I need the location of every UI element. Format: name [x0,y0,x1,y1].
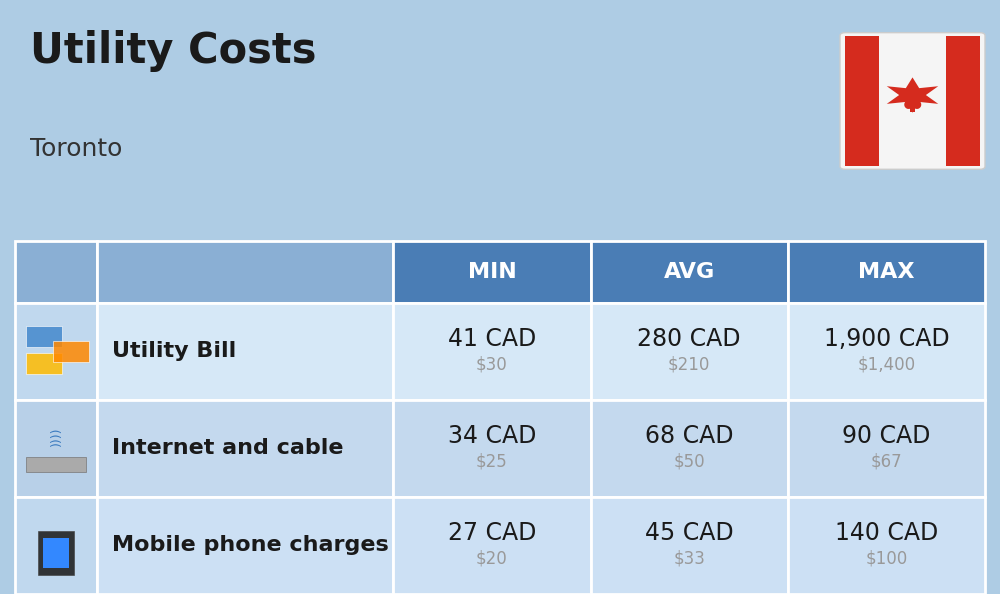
Bar [788,497,985,594]
Text: $30: $30 [476,355,508,373]
Text: $50: $50 [673,452,705,470]
Text: Toronto: Toronto [30,137,122,160]
Text: Utility Bill: Utility Bill [112,342,237,362]
FancyBboxPatch shape [946,36,980,166]
Bar [591,241,788,303]
Bar [97,400,393,497]
Text: 45 CAD: 45 CAD [645,521,733,545]
Text: 1,900 CAD: 1,900 CAD [824,327,949,351]
Bar [393,400,591,497]
Bar [393,303,591,400]
FancyBboxPatch shape [840,33,985,169]
Polygon shape [887,77,938,113]
Text: 68 CAD: 68 CAD [645,424,733,448]
Text: $20: $20 [476,549,508,567]
Bar [15,400,97,497]
Bar [591,303,788,400]
Text: 27 CAD: 27 CAD [448,521,536,545]
FancyBboxPatch shape [845,36,879,166]
Bar [97,303,393,400]
Text: Mobile phone charges: Mobile phone charges [112,535,389,555]
Text: 41 CAD: 41 CAD [448,327,536,351]
Text: 280 CAD: 280 CAD [637,327,741,351]
Bar [393,241,591,303]
Bar [97,241,393,303]
Text: )))): )))) [50,427,63,446]
Text: MIN: MIN [468,262,516,282]
Bar [788,241,985,303]
Bar [38,530,74,575]
Text: $100: $100 [865,549,908,567]
Text: 140 CAD: 140 CAD [835,521,938,545]
Text: $33: $33 [673,549,705,567]
Bar [591,497,788,594]
Bar [53,341,89,362]
Bar [15,303,97,400]
Text: ✿: ✿ [900,87,925,115]
Text: 34 CAD: 34 CAD [448,424,536,448]
Bar [26,457,86,472]
Polygon shape [910,105,915,112]
Bar [788,303,985,400]
Bar [26,353,62,374]
Bar [26,326,62,347]
Text: $210: $210 [668,355,710,373]
Text: Internet and cable: Internet and cable [112,438,344,459]
Text: Utility Costs: Utility Costs [30,30,316,72]
Text: $1,400: $1,400 [857,355,915,373]
Text: AVG: AVG [664,262,715,282]
Bar [15,497,97,594]
Bar [393,497,591,594]
Text: $67: $67 [871,452,902,470]
Bar [788,400,985,497]
Text: 90 CAD: 90 CAD [842,424,931,448]
Bar [97,497,393,594]
Bar [43,538,69,568]
Bar [591,400,788,497]
Text: $25: $25 [476,452,508,470]
Bar [15,241,97,303]
Text: MAX: MAX [858,262,915,282]
